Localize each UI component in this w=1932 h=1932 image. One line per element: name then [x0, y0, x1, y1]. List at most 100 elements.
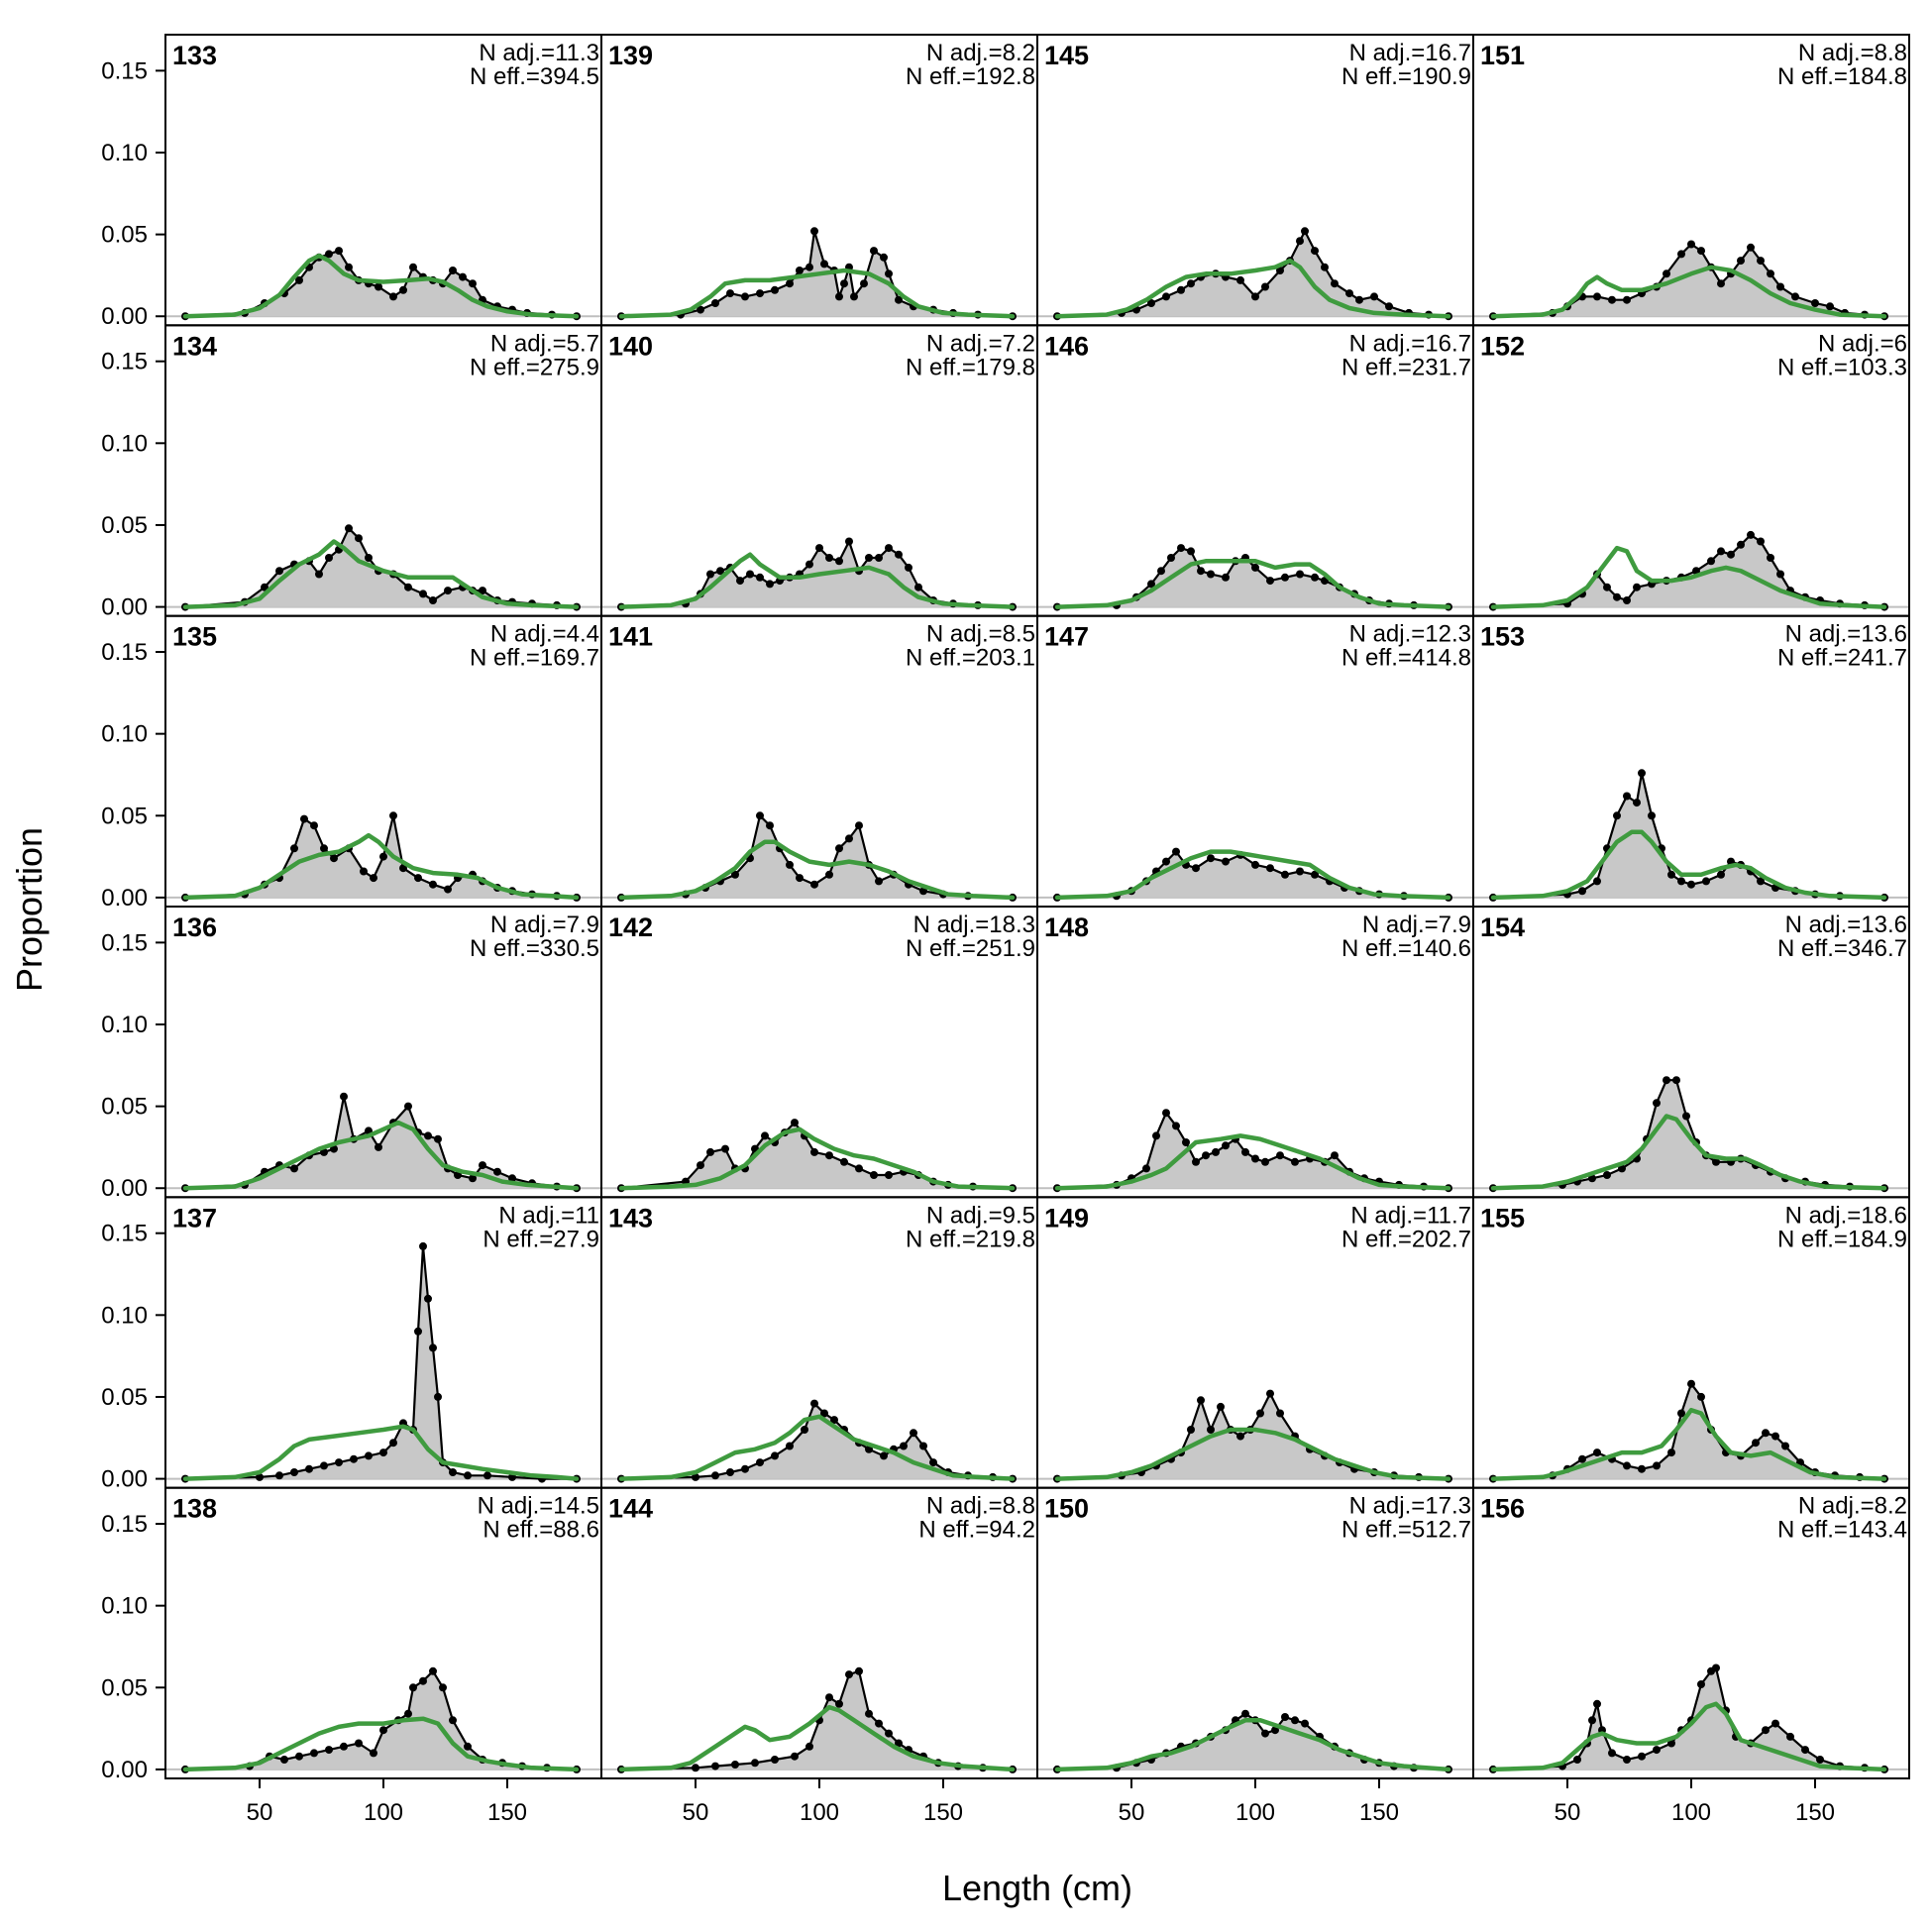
panel-138: 138 N adj.=14.5N eff.=88.6	[164, 1486, 602, 1779]
n-eff-label: N eff.=103.3	[1777, 354, 1907, 380]
n-adj-label: N adj.=13.6	[1785, 621, 1907, 648]
n-eff-label: N eff.=275.9	[470, 354, 599, 380]
observed-point	[464, 1742, 472, 1751]
expected-line	[182, 253, 580, 319]
observed-point	[1727, 550, 1735, 559]
observed-point	[1578, 887, 1586, 896]
expected-line	[618, 552, 1016, 609]
observed-point	[895, 550, 903, 559]
observed-area	[1057, 548, 1449, 607]
observed-point	[1142, 1164, 1150, 1173]
observed-point	[875, 877, 883, 886]
observed-area	[185, 1670, 577, 1770]
observed-point	[1633, 799, 1641, 807]
observed-point	[1355, 295, 1363, 304]
observed-point	[399, 285, 407, 294]
observed-point	[379, 1449, 387, 1457]
observed-point	[1771, 1432, 1779, 1441]
observed-point	[805, 1742, 813, 1751]
observed-point	[1623, 1756, 1631, 1764]
observed-point	[429, 1666, 437, 1675]
panel-id-label: 135	[172, 622, 217, 652]
observed-point	[1222, 857, 1230, 866]
n-adj-label: N adj.=11	[498, 1202, 599, 1229]
observed-point	[726, 289, 734, 298]
panel-id-label: 149	[1044, 1203, 1089, 1233]
observed-point	[389, 292, 397, 301]
observed-point	[1266, 864, 1274, 873]
observed-point	[330, 854, 338, 863]
observed-point	[370, 1749, 377, 1758]
y-tick-label: 0.00	[101, 303, 148, 330]
y-tick-label: 0.05	[101, 1674, 148, 1701]
observed-point	[855, 1666, 863, 1675]
observed-area	[1493, 534, 1884, 607]
observed-point	[1162, 292, 1170, 301]
observed-point	[280, 1756, 288, 1764]
observed-point	[424, 1131, 432, 1140]
observed-point	[1653, 1461, 1661, 1470]
n-eff-label: N eff.=219.8	[906, 1226, 1035, 1252]
x-tick-label: 100	[1671, 1799, 1711, 1826]
observed-point	[1276, 267, 1284, 274]
observed-point	[375, 282, 382, 291]
n-eff-label: N eff.=143.4	[1777, 1517, 1907, 1544]
observed-point	[1370, 292, 1378, 301]
observed-point	[1663, 269, 1670, 278]
observed-area	[185, 528, 577, 607]
observed-point	[1593, 292, 1601, 301]
x-tick-label: 100	[800, 1799, 839, 1826]
observed-point	[1177, 285, 1185, 294]
x-tick-label: 150	[487, 1799, 527, 1826]
observed-point	[479, 1161, 486, 1170]
observed-point	[1241, 1709, 1249, 1718]
observed-point	[1771, 1719, 1779, 1728]
observed-point	[905, 563, 912, 572]
n-adj-label: N adj.=8.2	[926, 40, 1035, 66]
observed-point	[885, 269, 893, 278]
expected-line	[1490, 545, 1887, 609]
observed-point	[1638, 769, 1646, 778]
y-tick-label: 0.15	[101, 349, 148, 376]
observed-point	[929, 1458, 937, 1467]
panel-140: 140 N adj.=7.2N eff.=179.8	[600, 324, 1038, 617]
observed-point	[1261, 1729, 1269, 1738]
observed-point	[1281, 1713, 1289, 1721]
panel-133: 133 N adj.=11.3N eff.=394.5	[164, 34, 602, 327]
panel-152: 152 N adj.=6N eff.=103.3	[1472, 324, 1910, 617]
observed-point	[1677, 1409, 1685, 1418]
observed-point	[1593, 1699, 1601, 1708]
observed-area	[1493, 244, 1884, 317]
panel-id-label: 136	[172, 912, 217, 942]
observed-point	[1776, 282, 1784, 291]
observed-point	[711, 1762, 719, 1771]
observed-point	[1672, 1076, 1680, 1085]
observed-point	[721, 1144, 729, 1153]
observed-point	[910, 1429, 917, 1438]
n-adj-label: N adj.=12.3	[1349, 621, 1471, 648]
observed-point	[1648, 811, 1656, 820]
observed-point	[791, 1752, 799, 1761]
observed-point	[1791, 292, 1799, 301]
observed-point	[815, 544, 823, 553]
observed-point	[1578, 1454, 1586, 1463]
expected-line	[182, 1120, 580, 1191]
panel-142: 142 N adj.=18.3N eff.=251.9	[600, 906, 1038, 1199]
observed-point	[1573, 1756, 1581, 1764]
observed-point	[855, 821, 863, 830]
observed-point	[1182, 1138, 1190, 1146]
x-tick-label: 50	[247, 1799, 273, 1826]
observed-point	[692, 1472, 699, 1481]
observed-point	[1757, 877, 1765, 886]
panel-id-label: 133	[172, 41, 217, 70]
observed-point	[1717, 870, 1725, 879]
observed-point	[835, 844, 843, 853]
observed-point	[444, 885, 452, 894]
expected-line	[618, 1414, 1016, 1481]
observed-point	[419, 590, 427, 598]
observed-point	[1667, 870, 1675, 879]
observed-point	[434, 1134, 442, 1143]
observed-point	[870, 247, 878, 256]
panel-id-label: 134	[172, 331, 217, 361]
